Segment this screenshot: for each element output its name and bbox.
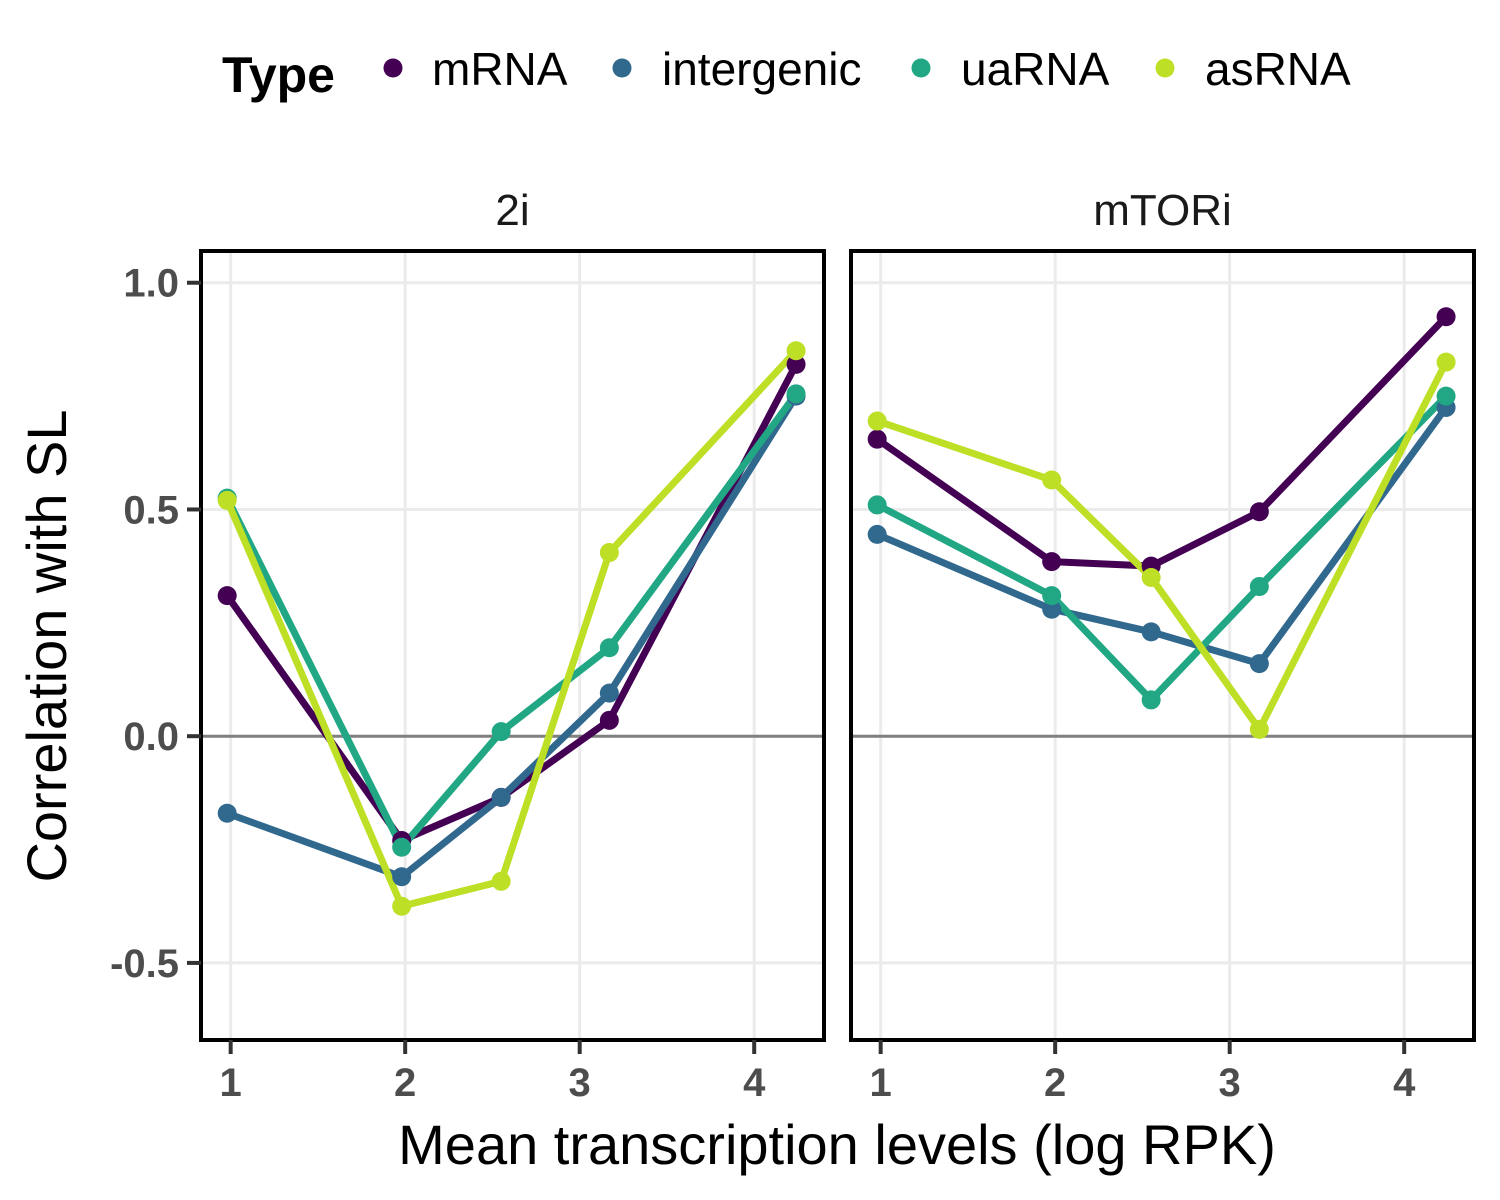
legend-entry-asRNA: asRNA (1155, 43, 1351, 95)
x-tick-label: 3 (1219, 1061, 1241, 1105)
data-point-uaRNA (1249, 577, 1269, 597)
facet-label-2i: 2i (495, 186, 529, 235)
series-line-uaRNA (873, 392, 1450, 704)
data-point-mRNA (1249, 502, 1269, 522)
x-tick-label: 1 (870, 1061, 892, 1105)
y-axis-title: Correlation with SL (15, 409, 78, 882)
gridlines (851, 251, 1474, 1040)
x-tick-label: 4 (1393, 1061, 1416, 1105)
data-point-intergenic (1042, 599, 1062, 619)
data-point-uaRNA (867, 495, 887, 515)
legend-title: Type (222, 47, 335, 103)
data-point-asRNA (491, 871, 511, 891)
y-tick-label: -0.5 (110, 942, 179, 986)
legend-key-mRNA (383, 58, 403, 78)
legend-entry-intergenic: intergenic (612, 43, 861, 95)
legend: Type mRNA intergenic uaRNA asRNA (222, 43, 1351, 103)
data-point-intergenic (599, 683, 619, 703)
data-point-asRNA (1042, 470, 1062, 490)
x-tick-label: 2 (1044, 1061, 1066, 1105)
x-tick-label: 4 (743, 1061, 766, 1105)
data-point-intergenic (867, 524, 887, 544)
data-point-intergenic (217, 803, 237, 823)
series-line-mRNA (223, 360, 800, 844)
data-point-asRNA (867, 411, 887, 431)
data-point-mRNA (217, 586, 237, 606)
data-point-uaRNA (491, 722, 511, 742)
x-tick-label: 3 (569, 1061, 591, 1105)
legend-key-intergenic (612, 58, 632, 78)
data-point-asRNA (1141, 567, 1161, 587)
data-point-mRNA (1042, 552, 1062, 572)
gridlines (201, 251, 824, 1040)
x-tick-label: 2 (394, 1061, 416, 1105)
data-point-mRNA (599, 710, 619, 730)
x-tick-label: 1 (220, 1061, 242, 1105)
legend-label-intergenic: intergenic (662, 43, 861, 95)
y-tick-label: 0.5 (123, 488, 179, 532)
series-line-asRNA (223, 347, 800, 910)
panel-border (199, 249, 826, 1042)
facet-label-mTORi: mTORi (1093, 186, 1232, 235)
data-point-asRNA (1436, 352, 1456, 372)
x-axis-title: Mean transcription levels (log RPK) (398, 1113, 1276, 1176)
data-point-uaRNA (786, 384, 806, 404)
legend-label-uaRNA: uaRNA (961, 43, 1110, 95)
data-point-asRNA (1249, 719, 1269, 739)
data-point-asRNA (392, 896, 412, 916)
data-point-mRNA (786, 354, 806, 374)
legend-key-uaRNA (911, 58, 931, 78)
panel-2i: 2i 1 2 3 4 -0.5 0.0 0.5 1.0 (110, 186, 826, 1105)
data-point-uaRNA (1436, 386, 1456, 406)
data-point-mRNA (867, 429, 887, 449)
series-line-uaRNA (223, 390, 800, 851)
data-point-asRNA (217, 490, 237, 510)
data-point-uaRNA (1042, 586, 1062, 606)
data-point-mRNA (1436, 307, 1456, 327)
data-point-uaRNA (1141, 690, 1161, 710)
legend-label-asRNA: asRNA (1205, 43, 1351, 95)
data-point-asRNA (786, 341, 806, 361)
data-point-intergenic (491, 787, 511, 807)
panel-mTORi: mTORi 1 2 3 4 (849, 186, 1476, 1105)
data-point-uaRNA (392, 837, 412, 857)
data-point-intergenic (1141, 622, 1161, 642)
data-point-intergenic (392, 867, 412, 887)
y-tick-label: 1.0 (123, 262, 179, 306)
y-tick-label: 0.0 (123, 715, 179, 759)
series-line-intergenic (223, 392, 800, 881)
data-point-intergenic (1249, 654, 1269, 674)
panel-border (849, 249, 1476, 1042)
data-point-uaRNA (599, 638, 619, 658)
legend-entry-uaRNA: uaRNA (911, 43, 1110, 95)
legend-label-mRNA: mRNA (432, 43, 568, 95)
data-point-asRNA (599, 543, 619, 563)
legend-entry-mRNA: mRNA (383, 43, 568, 95)
legend-key-asRNA (1155, 58, 1175, 78)
